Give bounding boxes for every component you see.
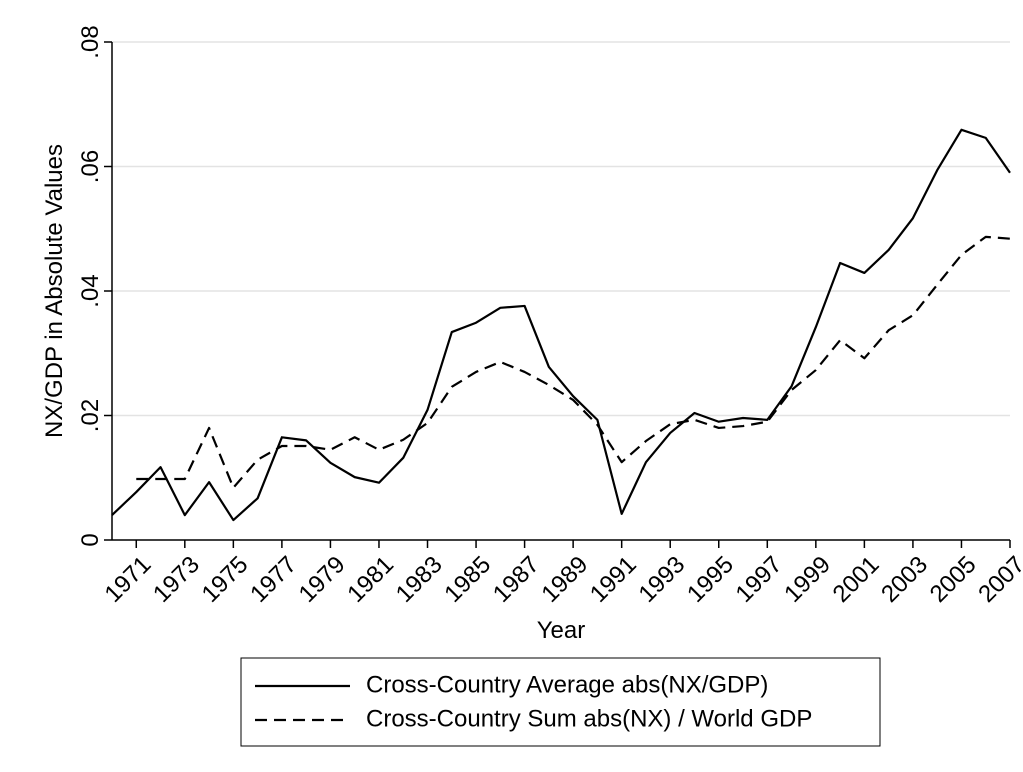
legend-box <box>240 657 881 747</box>
series-line <box>111 128 1011 522</box>
y-tick-label: 0 <box>77 533 104 546</box>
y-tick-label: .08 <box>77 25 104 58</box>
y-tick-label: .04 <box>77 274 104 307</box>
legend-label: Cross-Country Sum abs(NX) / World GDP <box>366 705 812 732</box>
y-tick-label: .06 <box>77 150 104 183</box>
series-line <box>136 235 1011 489</box>
y-axis-label: NX/GDP in Absolute Values <box>41 144 68 438</box>
legend-label: Cross-Country Average abs(NX/GDP) <box>366 671 768 698</box>
y-tick-label: .02 <box>77 399 104 432</box>
x-axis-label: Year <box>537 617 586 644</box>
